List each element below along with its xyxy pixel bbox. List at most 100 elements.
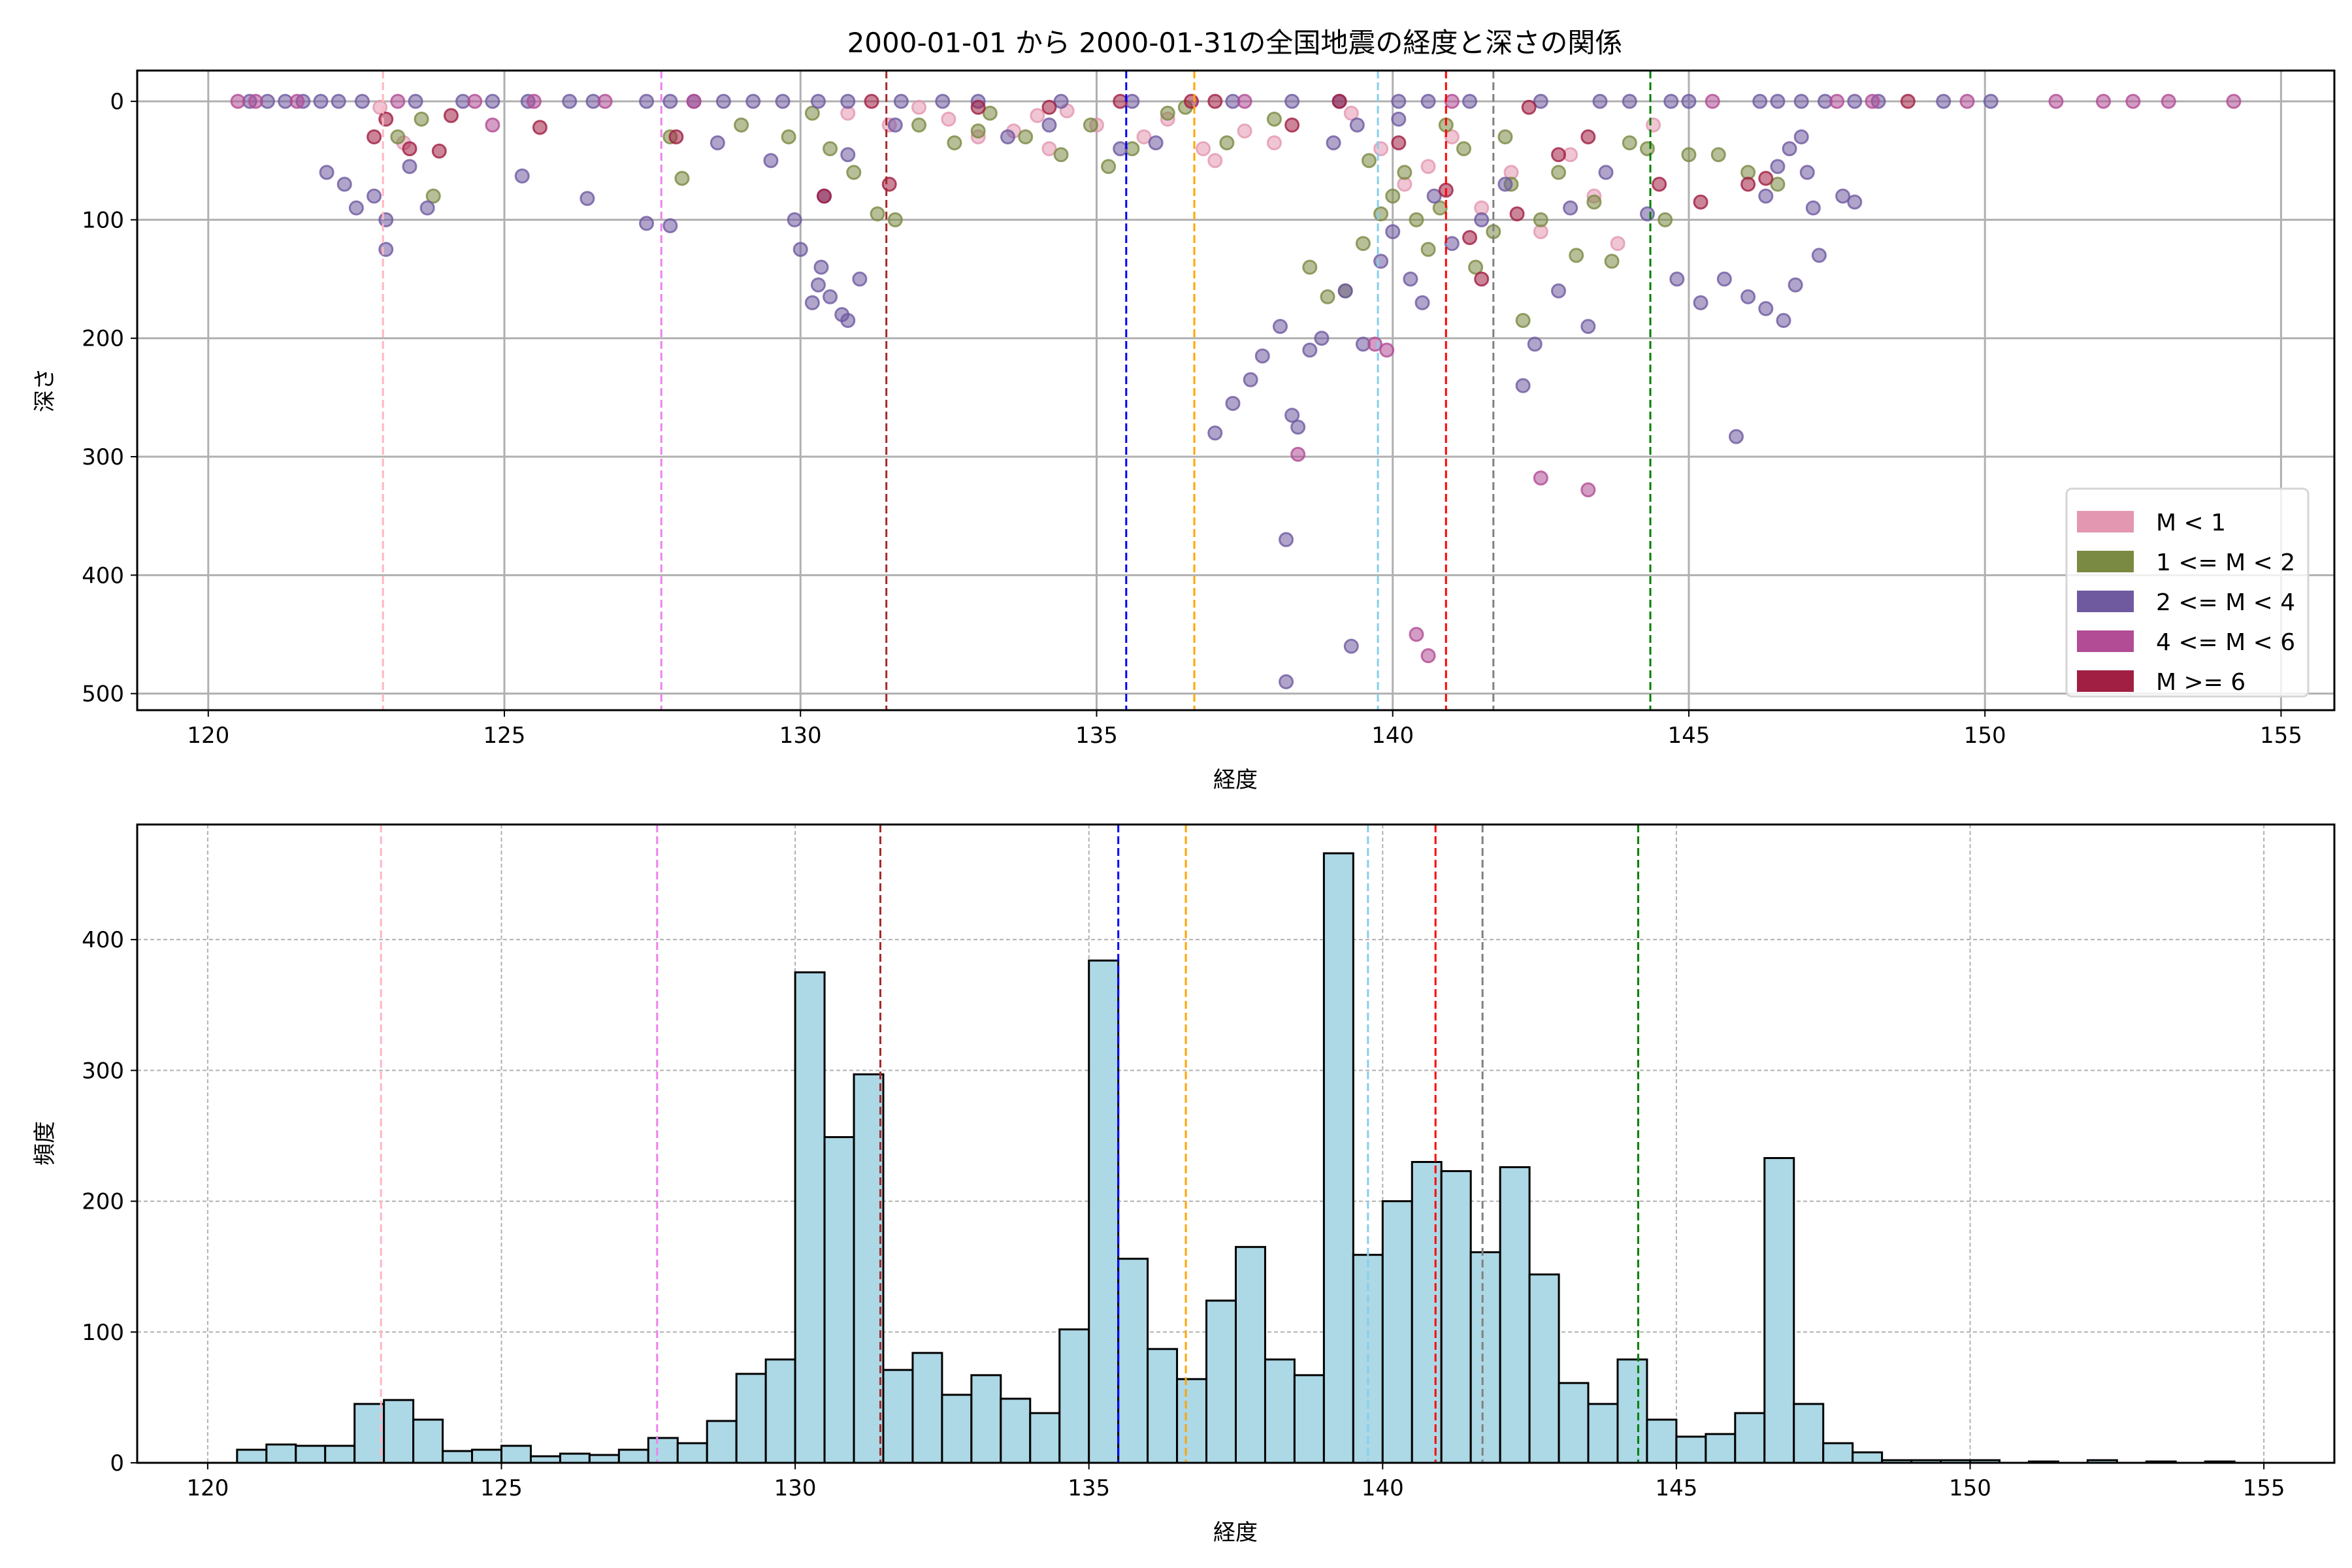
histogram-bar [1176, 1378, 1208, 1464]
series-0 [372, 99, 1661, 252]
data-point [1444, 93, 1460, 109]
data-point [1793, 129, 1809, 145]
data-point [810, 93, 826, 109]
data-point [1083, 117, 1098, 133]
data-point [289, 93, 305, 109]
data-point [1728, 429, 1744, 444]
data-point [1983, 93, 1999, 109]
data-point [1598, 165, 1614, 180]
data-point [662, 218, 678, 233]
data-point [230, 93, 246, 109]
data-point [1041, 99, 1057, 115]
histogram-bar [1000, 1397, 1032, 1464]
data-point [1266, 135, 1282, 151]
data-point [1219, 135, 1235, 151]
y-tick-label: 100 [82, 1320, 124, 1346]
data-point [1622, 93, 1637, 109]
x-tick-label: 120 [187, 723, 229, 749]
histogram-bar [383, 1399, 415, 1464]
data-point [970, 99, 986, 115]
data-point [1018, 129, 1034, 145]
data-point [390, 93, 406, 109]
data-point [1693, 295, 1708, 310]
x-tick-label: 125 [483, 723, 526, 749]
x-tick-label: 135 [1075, 723, 1118, 749]
data-point [2161, 93, 2176, 109]
data-point [1610, 236, 1625, 252]
data-point [1811, 248, 1827, 263]
legend-label: 4 <= M < 6 [2156, 629, 2295, 656]
data-point [982, 105, 998, 121]
data-point [1799, 165, 1815, 180]
data-point [662, 93, 678, 109]
data-point [1136, 129, 1152, 145]
histogram-bar [1381, 1200, 1413, 1464]
data-point [668, 129, 684, 145]
data-point [1752, 93, 1768, 109]
x-tick-label: 130 [779, 723, 822, 749]
histogram-bar [1528, 1273, 1560, 1464]
histogram-bar [324, 1445, 356, 1464]
data-point [1669, 271, 1685, 287]
data-point [408, 93, 423, 109]
data-point [1586, 194, 1602, 210]
data-point [1716, 271, 1732, 287]
data-point [1515, 313, 1531, 329]
data-point [1373, 141, 1389, 157]
data-point [485, 117, 500, 133]
data-point [852, 271, 868, 287]
data-point [710, 135, 725, 151]
data-point [781, 129, 796, 145]
histogram-bar [559, 1452, 591, 1464]
histogram-bar [676, 1442, 708, 1464]
data-point [1432, 200, 1448, 216]
data-point [378, 212, 394, 227]
grid [137, 71, 2334, 710]
data-point [1788, 277, 1803, 293]
histogram-bar [970, 1374, 1002, 1464]
data-point [1770, 176, 1786, 192]
data-point [1509, 206, 1525, 221]
legend: M < 1 1 <= M < 2 2 <= M < 4 4 <= M < 6 M >= … [2065, 487, 2310, 698]
data-point [1758, 188, 1774, 204]
data-point [1320, 289, 1335, 304]
histogram-bar [911, 1352, 943, 1464]
data-point [1409, 627, 1424, 642]
histogram-bar [1705, 1433, 1737, 1464]
data-point [1426, 188, 1442, 204]
y-tick-label: 400 [82, 927, 124, 953]
data-point [970, 123, 986, 139]
y-tick-label: 0 [110, 89, 124, 115]
data-point [1693, 194, 1708, 210]
histogram-bar [236, 1448, 268, 1464]
data-point [1468, 259, 1484, 275]
y-tick-label: 500 [82, 681, 124, 708]
legend-swatch [2077, 591, 2134, 612]
data-point [1462, 93, 1478, 109]
data-point [1805, 200, 1821, 216]
data-point [864, 93, 879, 109]
data-point [431, 143, 447, 159]
data-point [1101, 159, 1117, 174]
data-point [887, 212, 903, 227]
histogram-bar [647, 1437, 679, 1464]
histogram-bar [1029, 1412, 1061, 1464]
y-tick-label: 300 [82, 1058, 124, 1084]
data-point [1290, 419, 1306, 435]
histogram-bar [1734, 1412, 1766, 1464]
data-point [1337, 283, 1353, 299]
data-point [1527, 336, 1543, 352]
data-point [1533, 470, 1548, 486]
histogram-bar [412, 1418, 444, 1464]
data-point [870, 206, 885, 221]
data-point [425, 188, 441, 204]
histogram-bar [353, 1403, 385, 1464]
histogram-bar [882, 1369, 914, 1464]
data-point [532, 120, 547, 135]
x-tick-label: 155 [2243, 1475, 2285, 1501]
histogram-bar [1322, 852, 1354, 1464]
data-point [1000, 129, 1016, 145]
data-point [1266, 111, 1282, 127]
histogram-bar [1469, 1251, 1501, 1464]
